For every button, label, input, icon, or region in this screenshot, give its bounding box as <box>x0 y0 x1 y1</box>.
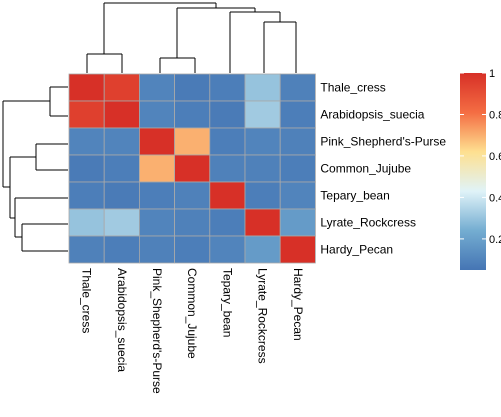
heatmap-cell <box>174 100 211 129</box>
heatmap-cell <box>279 235 316 264</box>
heatmap-cell <box>174 181 211 210</box>
column-label: Tepary_bean <box>220 268 234 337</box>
heatmap-cell <box>279 100 316 129</box>
heatmap-cell <box>138 127 175 156</box>
heatmap-cell <box>279 208 316 237</box>
heatmap-cell <box>244 181 281 210</box>
heatmap-cell <box>103 127 140 156</box>
heatmap-cell <box>279 127 316 156</box>
colorbar-tick-label: 0.8 <box>489 110 501 122</box>
heatmap-cell <box>138 208 175 237</box>
colorbar-gradient <box>460 73 486 270</box>
heatmap-cell <box>209 181 246 210</box>
colorbar-tick-label: 0.4 <box>489 192 501 204</box>
heatmap-cell <box>209 208 246 237</box>
row-label: Thale_cress <box>320 81 385 95</box>
row-labels: Thale_cress Arabidopsis_suecia Pink_Shephe… <box>320 81 446 257</box>
heatmap-cell <box>174 154 211 183</box>
colorbar-tick-label: 1 <box>489 68 495 80</box>
heatmap-cell <box>209 235 246 264</box>
heatmap-cell <box>174 235 211 264</box>
column-label: Hardy_Pecan <box>291 268 305 341</box>
heatmap-cell <box>279 73 316 102</box>
column-label: Arabidopsis_suecia <box>115 268 129 372</box>
column-label: Pink_Shepherd's-Purse <box>150 268 164 394</box>
heatmap-cell <box>209 100 246 129</box>
heatmap-cell <box>138 73 175 102</box>
heatmap-cell <box>68 181 105 210</box>
heatmap-cell <box>138 181 175 210</box>
heatmap-cell <box>244 235 281 264</box>
heatmap-cell <box>103 235 140 264</box>
column-label: Common_Jujube <box>185 268 199 359</box>
colorbar-tick-label: 0.2 <box>489 234 501 246</box>
heatmap-cell <box>103 181 140 210</box>
heatmap-cell <box>103 208 140 237</box>
row-dendrogram <box>2 86 68 252</box>
heatmap-cell <box>138 100 175 129</box>
heatmap-cell <box>244 154 281 183</box>
heatmap-cell <box>68 73 105 102</box>
heatmap-cell <box>279 181 316 210</box>
heatmap-cell <box>244 73 281 102</box>
column-labels: Thale_cress Arabidopsis_suecia Pink_Shephe… <box>80 268 305 394</box>
heatmap-cell <box>209 154 246 183</box>
heatmap-cell <box>138 154 175 183</box>
row-label: Common_Jujube <box>320 162 411 176</box>
heatmap-cell <box>244 208 281 237</box>
colorbar-tick-label: 0.6 <box>489 151 501 163</box>
heatmap-cell <box>244 127 281 156</box>
heatmap-cell <box>103 100 140 129</box>
heatmap-cell <box>103 154 140 183</box>
heatmap-cell <box>103 73 140 102</box>
heatmap-cell <box>68 208 105 237</box>
colorbar-legend: 0.2 0.4 0.6 0.8 1 <box>460 68 501 270</box>
row-label: Tepary_bean <box>320 189 389 203</box>
row-label: Lyrate_Rockcress <box>320 216 416 230</box>
heatmap-cell <box>174 208 211 237</box>
heatmap-cell <box>244 100 281 129</box>
heatmap-cell <box>174 73 211 102</box>
heatmap-cell <box>68 100 105 129</box>
heatmap-cell <box>68 127 105 156</box>
heatmap-cell <box>138 235 175 264</box>
colorbar-ticks: 0.2 0.4 0.6 0.8 1 <box>460 68 501 246</box>
row-label: Arabidopsis_suecia <box>320 108 424 122</box>
heatmap-cell <box>68 154 105 183</box>
heatmap-cell <box>279 154 316 183</box>
heatmap-cell <box>209 73 246 102</box>
heatmap-cell <box>68 235 105 264</box>
row-label: Hardy_Pecan <box>320 243 393 257</box>
heatmap-cell <box>209 127 246 156</box>
row-label: Pink_Shepherd's-Purse <box>320 135 446 149</box>
heatmap-cell <box>174 127 211 156</box>
column-dendrogram <box>86 2 297 73</box>
column-label: Thale_cress <box>80 268 94 333</box>
column-label: Lyrate_Rockcress <box>256 268 270 364</box>
heatmap-cells <box>68 73 316 264</box>
